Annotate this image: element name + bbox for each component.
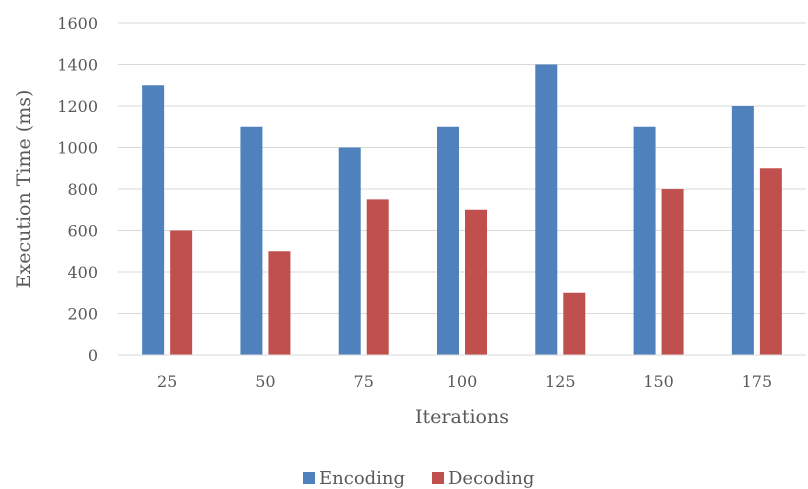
legend: Encoding Decoding [303,468,534,489]
bar-encoding [535,64,558,355]
bar-encoding [437,126,459,355]
x-tick-label: 100 [447,372,478,391]
y-tick-label: 1400 [57,56,98,75]
y-tick-label: 200 [67,305,98,324]
y-axis-tick-labels: 0 200 400 600 800 1000 1200 1400 1600 [57,14,98,365]
y-tick-label: 800 [67,180,98,199]
bar-decoding [759,168,782,355]
y-tick-label: 600 [67,222,98,241]
x-tick-label: 175 [742,372,773,391]
y-axis-title: Execution Time (ms) [13,90,35,289]
legend-label-encoding: Encoding [319,468,405,489]
bar-decoding [268,251,291,355]
x-tick-label: 50 [255,372,275,391]
bar-encoding [338,147,361,355]
x-axis-title: Iterations [415,406,509,428]
bars [142,64,782,355]
x-tick-label: 125 [545,372,576,391]
x-tick-label: 25 [157,372,177,391]
legend-label-decoding: Decoding [448,468,534,489]
legend-swatch-decoding [432,472,444,484]
bar-encoding [240,126,263,355]
x-tick-label: 75 [354,372,374,391]
bar-encoding [142,85,165,355]
bar-decoding [366,199,389,355]
x-tick-label: 150 [643,372,674,391]
bar-decoding [563,292,586,355]
gridlines [118,22,806,314]
legend-swatch-encoding [303,472,315,484]
bar-decoding [170,230,193,355]
y-tick-label: 1000 [57,139,98,158]
bar-encoding [633,126,656,355]
bar-decoding [465,209,487,355]
y-tick-label: 400 [67,263,98,282]
y-tick-label: 1600 [57,14,98,33]
y-tick-label: 1200 [57,97,98,116]
y-tick-label: 0 [88,346,98,365]
bar-encoding [731,106,754,355]
x-axis-tick-labels: 25 50 75 100 125 150 175 [157,372,772,391]
bar-decoding [661,189,684,355]
